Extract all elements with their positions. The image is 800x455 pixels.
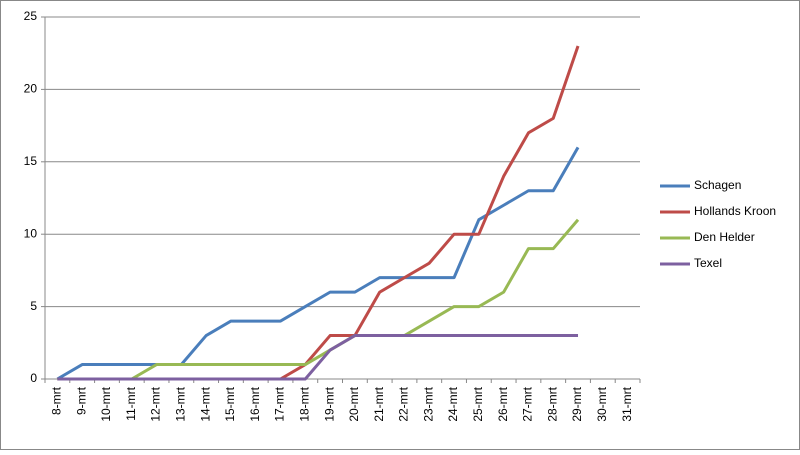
x-tick-label: 13-mrt [174, 386, 188, 421]
x-tick-label: 24-mrt [446, 386, 460, 421]
x-tick-label: 8-mrt [50, 386, 64, 415]
y-tick-label: 20 [24, 82, 38, 96]
x-tick-label: 30-mrt [595, 386, 609, 421]
legend-label: Schagen [694, 178, 741, 192]
x-tick-label: 10-mrt [99, 386, 113, 421]
legend-label: Texel [694, 256, 722, 270]
x-tick-label: 22-mrt [397, 386, 411, 421]
x-tick-label: 9-mrt [74, 386, 88, 415]
y-tick-label: 0 [30, 371, 37, 385]
x-tick-label: 27-mrt [521, 386, 535, 421]
x-tick-label: 11-mrt [124, 386, 138, 420]
series-line [57, 218, 580, 381]
x-tick-label: 23-mrt [421, 386, 435, 421]
x-tick-label: 31-mrt [620, 386, 634, 421]
x-tick-label: 20-mrt [347, 386, 361, 421]
y-tick-label: 10 [24, 226, 38, 240]
x-tick-label: 16-mrt [248, 386, 262, 421]
x-tick-label: 19-mrt [322, 386, 336, 421]
y-tick-label: 25 [24, 9, 38, 23]
legend-label: Den Helder [694, 230, 755, 244]
x-tick-label: 26-mrt [496, 386, 510, 421]
x-tick-label: 15-mrt [223, 386, 237, 421]
x-tick-label: 17-mrt [273, 386, 287, 421]
y-tick-label: 15 [24, 154, 38, 168]
y-tick-label: 5 [30, 299, 37, 313]
x-tick-label: 18-mrt [297, 386, 311, 421]
legend-label: Hollands Kroon [694, 204, 776, 218]
series-line [56, 146, 580, 381]
series-line [57, 334, 579, 381]
x-tick-label: 28-mrt [545, 386, 559, 421]
x-tick-label: 12-mrt [149, 386, 163, 421]
x-tick-label: 14-mrt [198, 386, 212, 421]
x-tick-label: 21-mrt [372, 386, 386, 421]
x-tick-label: 29-mrt [570, 386, 584, 421]
x-tick-label: 25-mrt [471, 386, 485, 421]
